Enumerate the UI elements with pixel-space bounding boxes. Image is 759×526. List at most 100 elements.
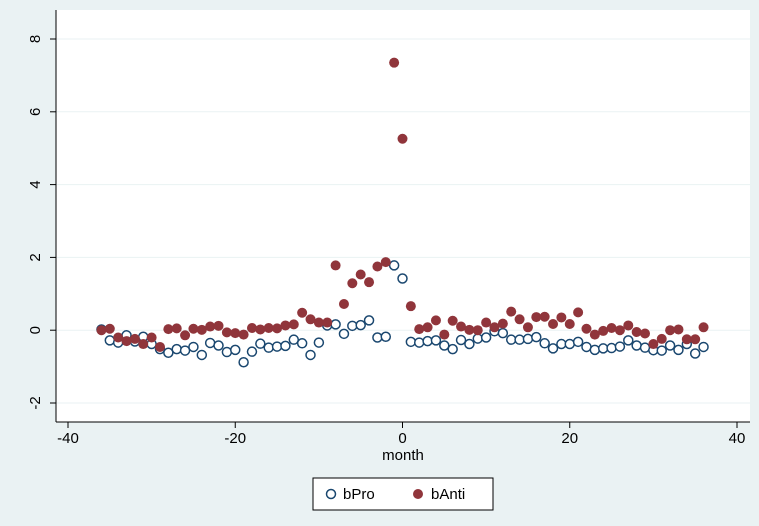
y-tick-label: 0 — [27, 326, 44, 334]
point-bAnti — [472, 325, 483, 336]
point-bAnti — [389, 57, 400, 68]
point-bPro — [330, 319, 341, 330]
point-bPro — [539, 338, 550, 349]
point-bAnti — [464, 324, 475, 335]
point-bAnti — [171, 323, 182, 334]
point-bAnti — [673, 324, 684, 335]
point-bAnti — [372, 261, 383, 272]
point-bAnti — [640, 328, 651, 339]
point-bPro — [380, 331, 392, 343]
x-tick-label: 40 — [729, 430, 746, 447]
point-bAnti — [681, 334, 692, 345]
point-bAnti — [380, 257, 391, 268]
point-bAnti — [656, 333, 667, 344]
point-bAnti — [180, 330, 191, 341]
point-bAnti — [397, 133, 408, 144]
legend: bPro bAnti — [312, 477, 494, 511]
point-bAnti — [213, 320, 224, 331]
point-bPro — [271, 341, 283, 352]
point-bAnti — [322, 317, 333, 328]
point-bAnti — [539, 311, 550, 322]
point-bAnti — [522, 322, 533, 333]
point-bPro — [514, 334, 525, 345]
point-bPro — [497, 327, 509, 339]
point-bAnti — [430, 315, 441, 326]
point-bPro — [656, 345, 667, 356]
y-tick-label: -2 — [27, 396, 44, 409]
point-bPro — [171, 343, 182, 355]
point-bPro — [589, 344, 601, 356]
point-bPro — [623, 335, 634, 346]
point-bPro — [280, 340, 291, 352]
point-bPro — [673, 344, 684, 356]
point-bPro — [413, 337, 425, 348]
point-bPro — [238, 356, 249, 368]
point-bAnti — [196, 324, 207, 335]
point-bAnti — [665, 325, 676, 336]
point-bPro — [196, 349, 208, 361]
point-bAnti — [272, 323, 283, 334]
point-bPro — [179, 345, 191, 356]
point-bAnti — [129, 333, 140, 344]
point-bPro — [430, 335, 442, 346]
point-bPro — [614, 341, 626, 352]
point-bAnti — [514, 314, 525, 325]
x-tick-label: 0 — [398, 430, 406, 447]
point-bAnti — [355, 269, 366, 280]
y-tick-label: 6 — [27, 108, 44, 116]
point-bAnti — [405, 301, 416, 312]
point-bPro — [213, 340, 224, 351]
data-points — [96, 57, 709, 368]
point-bPro — [255, 338, 266, 349]
point-bPro — [698, 341, 709, 353]
point-bPro — [372, 332, 383, 343]
point-bPro — [455, 334, 467, 346]
point-bPro — [313, 337, 325, 348]
point-bAnti — [481, 317, 492, 328]
point-bAnti — [564, 319, 575, 330]
legend-marker-bAnti — [413, 489, 423, 499]
point-bAnti — [573, 307, 584, 318]
point-bPro — [664, 340, 676, 351]
point-bAnti — [556, 312, 567, 323]
point-bPro — [363, 315, 375, 326]
x-tick-label: -20 — [224, 430, 246, 447]
point-bPro — [531, 331, 542, 343]
x-tick-label: 20 — [561, 430, 578, 447]
point-bAnti — [146, 332, 157, 343]
y-tick-label: 4 — [27, 180, 44, 188]
point-bPro — [263, 342, 274, 353]
point-bPro — [631, 340, 642, 351]
point-bAnti — [698, 322, 709, 333]
point-bAnti — [138, 339, 149, 350]
point-bPro — [572, 336, 584, 348]
point-bPro — [246, 346, 258, 357]
x-axis-title: month — [382, 447, 424, 464]
point-bAnti — [589, 329, 600, 340]
point-bAnti — [548, 319, 559, 330]
legend-label-bAnti: bAnti — [431, 486, 465, 503]
point-bPro — [288, 334, 300, 345]
point-bAnti — [506, 306, 517, 317]
point-bPro — [689, 348, 701, 359]
point-bAnti — [447, 315, 458, 326]
point-bPro — [347, 320, 358, 332]
point-bAnti — [338, 298, 349, 309]
point-bPro — [388, 260, 400, 271]
point-bPro — [405, 336, 417, 348]
point-bPro — [447, 343, 458, 355]
x-ticks: -40 -20 0 20 40 — [57, 422, 745, 447]
point-bPro — [564, 338, 575, 350]
point-bAnti — [263, 323, 274, 334]
point-bAnti — [531, 312, 542, 323]
x-tick-label: -40 — [57, 430, 79, 447]
point-bPro — [480, 332, 492, 343]
point-bAnti — [414, 324, 425, 335]
point-bAnti — [690, 334, 701, 345]
point-bAnti — [497, 318, 508, 329]
point-bAnti — [364, 277, 375, 288]
point-bAnti — [221, 327, 232, 338]
point-bAnti — [623, 320, 634, 331]
legend-box — [312, 477, 494, 511]
